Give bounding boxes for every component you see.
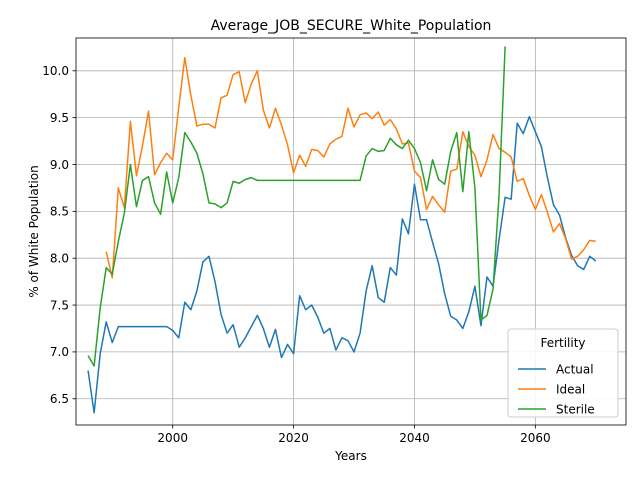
x-tick-label: 2060 [520, 431, 551, 445]
legend: Fertility Actual Ideal Sterile [507, 328, 619, 418]
legend-entry-ideal: Ideal [556, 382, 585, 396]
y-tick-label: 8.5 [50, 205, 69, 219]
legend-title: Fertility [540, 336, 585, 350]
y-tick-label: 7.5 [50, 298, 69, 312]
chart-title: Average_JOB_SECURE_White_Population [211, 18, 492, 34]
series-line-ideal [105, 56, 596, 279]
y-axis-label: % of White Population [27, 165, 41, 297]
y-tick-label: 8.0 [50, 252, 69, 266]
series-line-actual [87, 115, 597, 414]
legend-box [507, 328, 619, 418]
plot-area-frame [75, 37, 627, 426]
axis-ticks: 2000 2020 2040 2060 6.5 7.0 7.5 8.0 8.5 9.0 9.5 10.… [42, 64, 550, 445]
x-tick-label: 2020 [278, 431, 309, 445]
x-tick-label: 2000 [157, 431, 188, 445]
legend-entry-sterile: Sterile [556, 402, 595, 416]
y-tick-label: 10.0 [42, 64, 69, 78]
x-axis-label: Years [334, 449, 367, 463]
y-tick-label: 9.5 [50, 111, 69, 125]
legend-entry-actual: Actual [556, 362, 594, 376]
series-lines [87, 46, 597, 414]
series-line-sterile [87, 46, 506, 367]
y-tick-label: 7.0 [50, 345, 69, 359]
y-tick-label: 6.5 [50, 392, 69, 406]
grid [76, 38, 626, 425]
y-tick-label: 9.0 [50, 158, 69, 172]
x-tick-label: 2040 [399, 431, 430, 445]
